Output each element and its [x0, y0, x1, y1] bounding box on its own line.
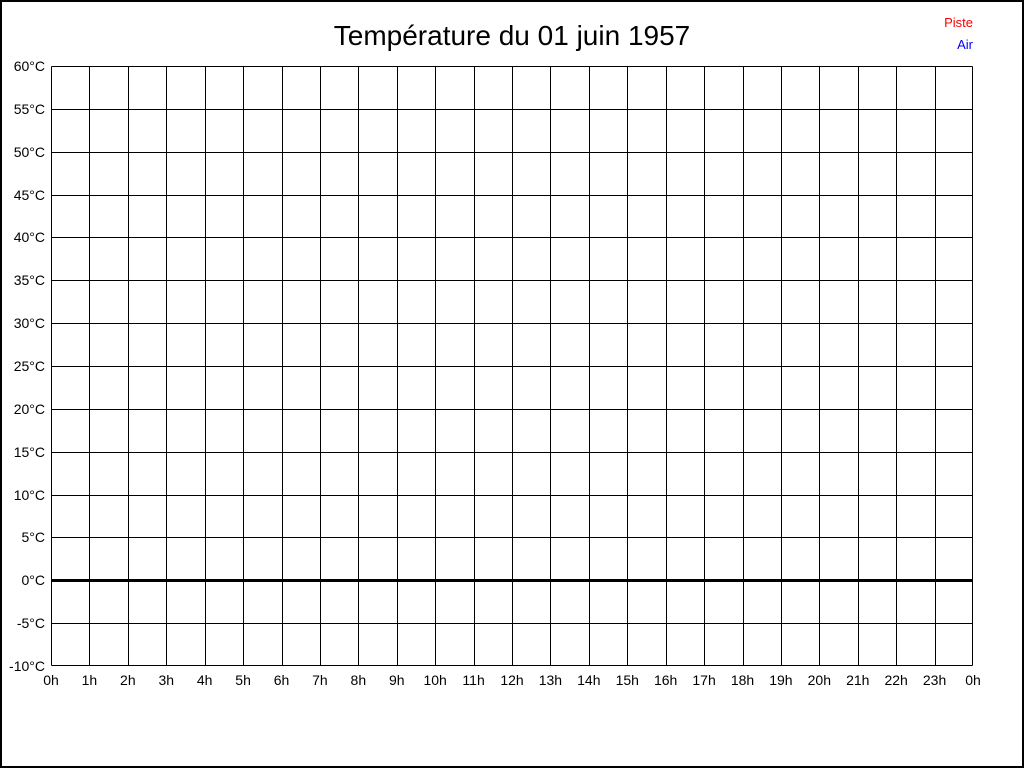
x-tick-label: 9h	[388, 672, 405, 688]
x-tick-label: 22h	[884, 672, 908, 688]
y-tick-label: 15°C	[13, 443, 45, 460]
chart-title: Température du 01 juin 1957	[333, 20, 691, 51]
legend-entry-piste: Piste	[944, 15, 973, 30]
x-tick-label: 14h	[577, 672, 601, 688]
y-tick-label: 45°C	[13, 186, 45, 203]
y-tick-label: 35°C	[13, 272, 45, 289]
x-tick-label: 7h	[312, 672, 328, 688]
y-tick-label: 30°C	[13, 315, 45, 332]
x-tick-label: 12h	[500, 672, 524, 688]
y-tick-label: 40°C	[13, 229, 45, 246]
y-tick-label: 50°C	[13, 143, 45, 160]
y-tick-label: 0°C	[21, 572, 46, 589]
legend: Piste Air	[944, 12, 973, 56]
x-tick-label: 16h	[653, 672, 678, 688]
y-tick-label: 25°C	[13, 358, 45, 374]
x-tick-label: 10h	[423, 672, 447, 688]
x-tick-label: 4h	[196, 672, 213, 688]
x-tick-label: 19h	[769, 672, 793, 688]
x-tick-label: 20h	[807, 672, 831, 688]
x-tick-label: 8h	[350, 672, 367, 688]
x-tick-label: 21h	[846, 672, 870, 688]
y-tick-label: 60°C	[13, 58, 45, 74]
legend-entry-air: Air	[957, 37, 973, 52]
x-tick-label: 5h	[235, 672, 251, 688]
x-tick-label: 3h	[158, 672, 175, 688]
y-tick-label: 55°C	[13, 100, 45, 117]
x-tick-label: 1h	[81, 672, 98, 688]
y-tick-label: 5°C	[21, 529, 46, 546]
x-tick-label: 15h	[615, 672, 639, 688]
y-tick-label: 10°C	[13, 486, 45, 503]
y-tick-label: 20°C	[13, 400, 45, 417]
x-tick-label: 0h	[43, 672, 59, 688]
x-tick-label: 6h	[273, 672, 290, 688]
y-tick-label: -5°C	[16, 615, 45, 632]
y-tick-label: -10°C	[9, 658, 45, 674]
x-tick-label: 17h	[692, 672, 716, 688]
x-tick-label: 23h	[922, 672, 947, 688]
x-tick-label: 2h	[120, 672, 136, 688]
chart-grid	[51, 66, 973, 666]
x-tick-label: 11h	[462, 672, 485, 688]
x-tick-label: 0h	[965, 672, 981, 688]
plot-area	[51, 66, 973, 666]
x-tick-label: 18h	[730, 672, 755, 688]
x-tick-label: 13h	[538, 672, 563, 688]
